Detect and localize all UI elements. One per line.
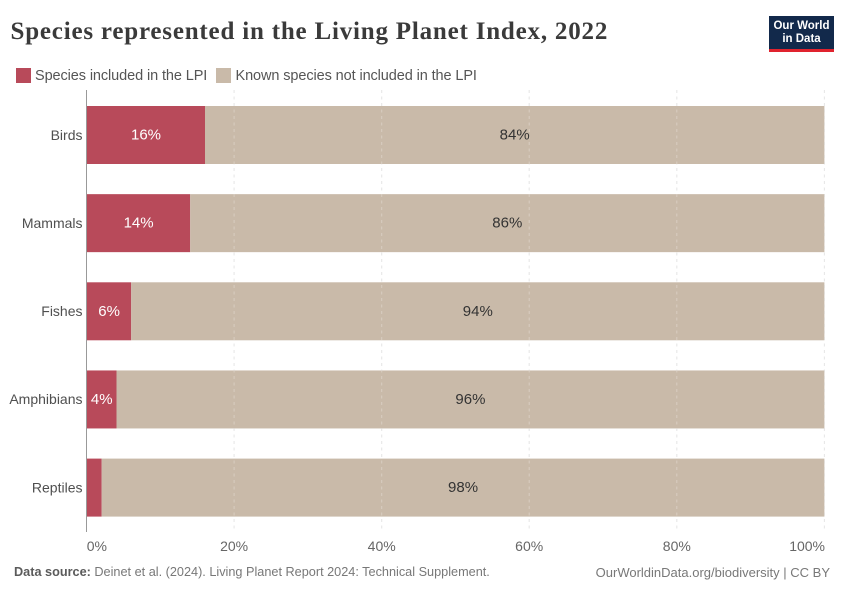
svg-text:Birds: Birds: [51, 127, 83, 143]
svg-text:Amphibians: Amphibians: [9, 391, 82, 407]
svg-text:94%: 94%: [463, 303, 493, 320]
svg-text:Fishes: Fishes: [41, 303, 82, 319]
svg-text:86%: 86%: [492, 215, 522, 232]
svg-text:80%: 80%: [663, 538, 691, 554]
svg-text:100%: 100%: [789, 538, 825, 554]
svg-text:4%: 4%: [91, 391, 113, 408]
svg-text:40%: 40%: [368, 538, 396, 554]
svg-text:14%: 14%: [124, 215, 154, 232]
svg-text:60%: 60%: [515, 538, 543, 554]
svg-text:98%: 98%: [448, 479, 478, 496]
svg-text:6%: 6%: [98, 303, 120, 320]
svg-text:84%: 84%: [500, 127, 530, 144]
svg-text:Reptiles: Reptiles: [32, 479, 83, 495]
svg-text:0%: 0%: [87, 538, 107, 554]
svg-text:16%: 16%: [131, 127, 161, 144]
svg-text:20%: 20%: [220, 538, 248, 554]
svg-text:96%: 96%: [455, 391, 485, 408]
svg-text:Mammals: Mammals: [22, 215, 83, 231]
